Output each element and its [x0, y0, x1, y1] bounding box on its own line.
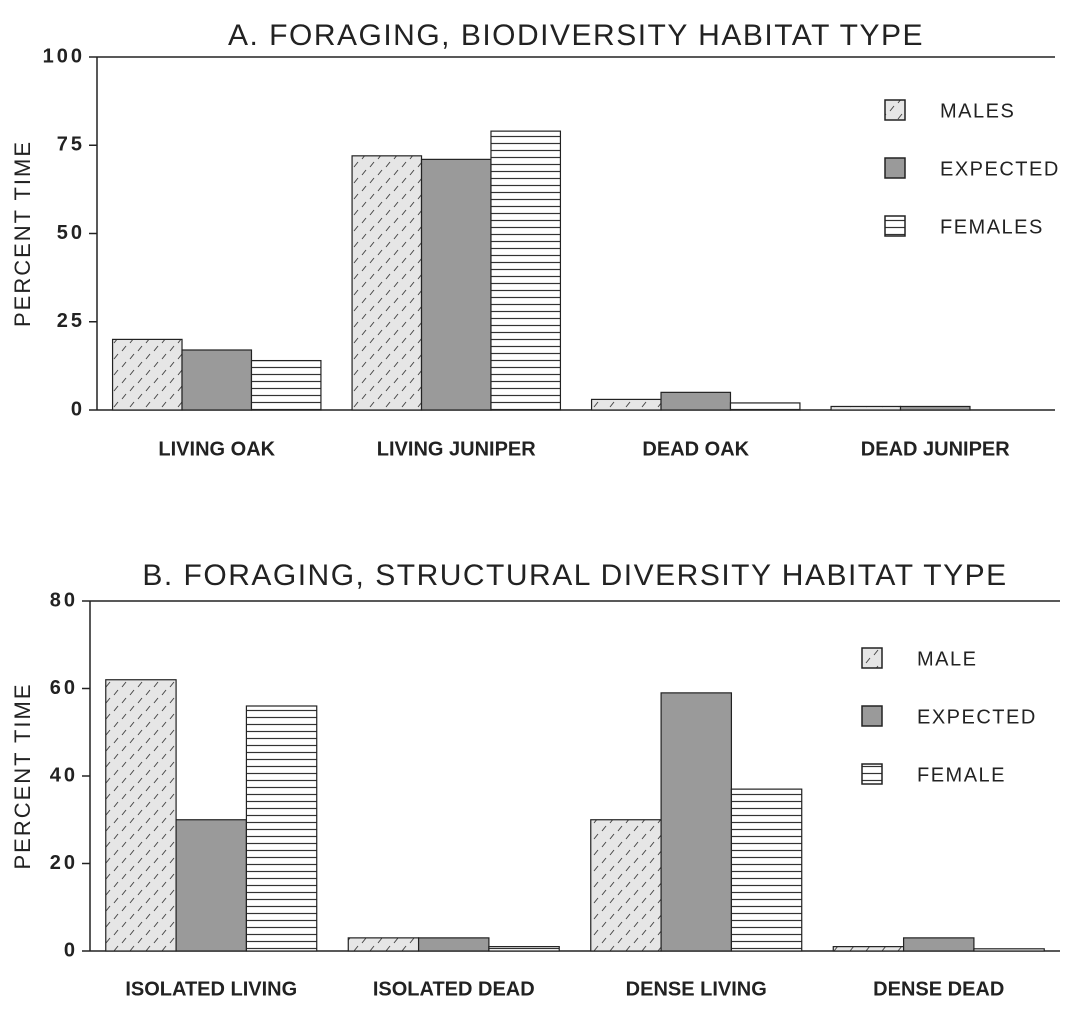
bar [729, 402, 801, 411]
y-tick-label: 0 [64, 939, 78, 961]
legend-swatch [861, 705, 883, 727]
legend-label: EXPECTED [940, 158, 1060, 180]
bar [730, 788, 803, 952]
legend-label: FEMALES [940, 216, 1044, 238]
bar [420, 158, 492, 411]
y-tick-label: 50 [57, 222, 85, 244]
bar [181, 349, 253, 411]
chart-title: B. FORAGING, STRUCTURAL DIVERSITY HABITA… [142, 559, 1007, 592]
x-tick-label: ISOLATED LIVING [125, 978, 297, 1000]
y-tick-label: 0 [71, 398, 85, 420]
bar [351, 155, 423, 411]
x-tick-label: ISOLATED DEAD [373, 978, 535, 1000]
legend-swatch [861, 763, 883, 785]
bar [660, 692, 733, 952]
legend-swatch [884, 157, 906, 179]
x-tick-label: DEAD JUNIPER [861, 438, 1010, 460]
x-tick-label: DEAD OAK [642, 438, 749, 460]
bar [832, 946, 905, 952]
bar [105, 679, 177, 952]
x-tick-label: DENSE LIVING [626, 978, 767, 1000]
bar [902, 937, 975, 952]
legend-label: EXPECTED [917, 706, 1037, 728]
x-tick-label: LIVING JUNIPER [377, 438, 536, 460]
bar [973, 948, 1045, 952]
y-tick-label: 100 [43, 45, 85, 67]
bar [488, 946, 560, 952]
y-tick-label: 40 [50, 764, 78, 786]
chart-title: A. FORAGING, BIODIVERSITY HABITAT TYPE [228, 19, 924, 52]
bar [899, 405, 971, 411]
y-tick-label: 80 [50, 589, 78, 611]
bar [417, 937, 490, 952]
legend-label: MALE [917, 648, 977, 670]
bar [111, 338, 183, 411]
legend-swatch [861, 647, 883, 669]
y-axis-label: PERCENT TIME [10, 683, 35, 870]
bar [245, 705, 318, 952]
legend-swatch [884, 215, 906, 237]
bar [347, 937, 420, 952]
x-tick-label: DENSE DEAD [873, 978, 1004, 1000]
legend-swatch [884, 99, 906, 121]
y-tick-label: 25 [57, 310, 85, 332]
legend-label: FEMALE [917, 764, 1006, 786]
y-axis-label: PERCENT TIME [10, 140, 35, 327]
y-tick-label: 75 [57, 134, 85, 156]
bar [250, 359, 322, 411]
y-tick-label: 60 [50, 677, 78, 699]
bar [830, 405, 902, 411]
legend-label: MALES [940, 100, 1015, 122]
bar [175, 819, 248, 952]
bar [660, 391, 732, 411]
bar [590, 398, 662, 411]
bar [490, 130, 562, 411]
bar [590, 819, 662, 952]
x-tick-label: LIVING OAK [158, 438, 275, 460]
y-tick-label: 20 [50, 852, 78, 874]
